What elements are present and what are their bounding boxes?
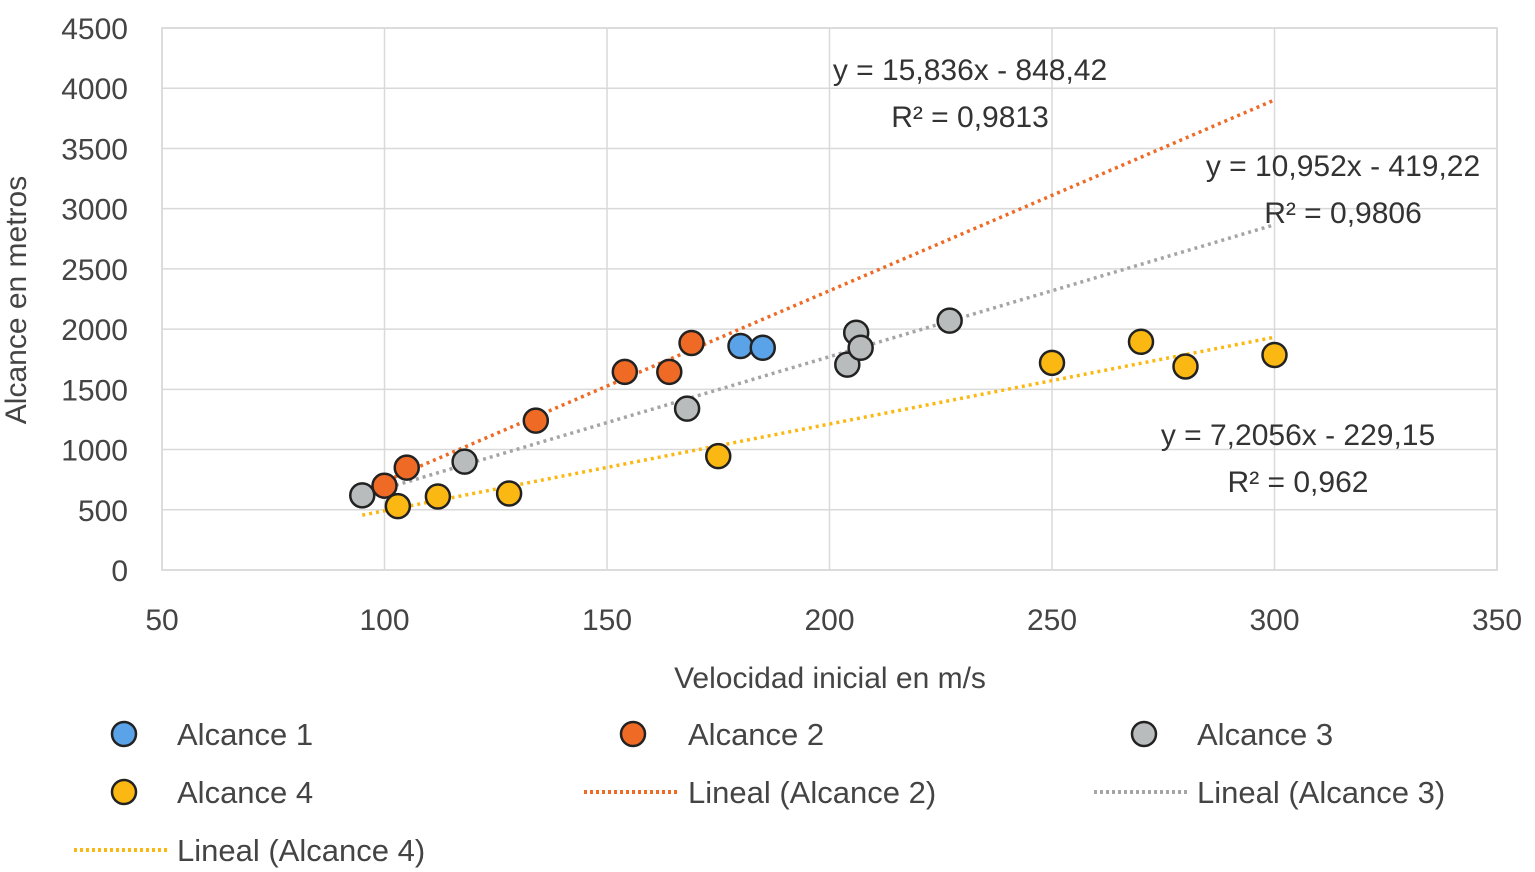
legend-marker-alcance-4 [110, 778, 138, 806]
data-point [705, 442, 732, 470]
legend-label-lineal-alcance-3: Lineal (Alcance 3) [1197, 775, 1445, 810]
y-tick-label: 1000 [61, 435, 128, 468]
legend-item-lineal-alcance-4: Lineal (Alcance 4) [74, 833, 425, 868]
y-tick-label: 500 [78, 495, 128, 528]
x-tick-label: 200 [804, 604, 854, 637]
data-point [749, 334, 776, 362]
legend-label-lineal-alcance-2: Lineal (Alcance 2) [688, 775, 936, 810]
data-point [936, 307, 963, 334]
trendlines [361, 98, 1276, 517]
legend-label-alcance-1: Alcance 1 [177, 717, 313, 752]
data-point [1038, 349, 1066, 377]
data-point [384, 492, 412, 520]
legend-marker-alcance-3 [1130, 720, 1158, 748]
y-tick-label: 4000 [61, 73, 128, 106]
x-axis-ticks: 50 100 150 200 250 300 350 [145, 604, 1522, 637]
data-point [1127, 328, 1155, 356]
x-tick-label: 300 [1249, 604, 1299, 637]
legend-item-alcance-2: Alcance 2 [619, 717, 824, 752]
data-point [847, 334, 874, 362]
y-tick-label: 2000 [61, 314, 128, 347]
y-axis-ticks: 0 500 1000 1500 2000 2500 3000 3500 4000 4500 [61, 13, 128, 588]
legend-label-alcance-4: Alcance 4 [177, 775, 313, 810]
y-tick-label: 2500 [61, 254, 128, 287]
legend-item-alcance-1: Alcance 1 [110, 717, 313, 752]
trend-r2-alcance-4: R² = 0,962 [1228, 466, 1369, 499]
y-axis-title: Alcance en metros [0, 176, 33, 424]
data-point [1261, 341, 1288, 369]
x-tick-label: 350 [1472, 604, 1522, 637]
data-point [522, 407, 550, 434]
x-tick-label: 150 [582, 604, 632, 637]
data-point [1172, 353, 1199, 380]
data-point [424, 483, 452, 510]
x-tick-label: 50 [145, 604, 178, 637]
x-tick-label: 100 [359, 604, 409, 637]
x-axis-title: Velocidad inicial en m/s [674, 662, 986, 695]
gridlines [161, 27, 1498, 571]
data-point [393, 454, 420, 481]
data-point [678, 329, 705, 357]
legend-item-lineal-alcance-3: Lineal (Alcance 3) [1094, 775, 1445, 810]
data-points [349, 307, 1288, 520]
legend: Alcance 1 Alcance 2 Alcance 3 Alcance 4 … [74, 717, 1445, 868]
legend-label-alcance-3: Alcance 3 [1197, 717, 1333, 752]
trend-r2-alcance-2: R² = 0,9813 [891, 101, 1049, 134]
trend-equation-alcance-2: y = 15,836x - 848,42 [833, 54, 1107, 87]
data-point [349, 482, 376, 509]
y-tick-label: 3000 [61, 194, 128, 227]
y-tick-label: 0 [111, 555, 128, 588]
data-point [673, 395, 701, 422]
y-tick-label: 1500 [61, 374, 128, 407]
data-point [656, 358, 683, 386]
legend-item-alcance-4: Alcance 4 [110, 775, 313, 810]
legend-item-lineal-alcance-2: Lineal (Alcance 2) [584, 775, 936, 810]
trendline [361, 223, 1275, 497]
data-point [371, 472, 398, 499]
trendline [361, 98, 1276, 493]
y-tick-label: 4500 [61, 13, 128, 46]
legend-marker-alcance-2 [619, 720, 647, 748]
trend-equation-alcance-3: y = 10,952x - 419,22 [1206, 150, 1480, 183]
data-point [495, 480, 523, 507]
trend-r2-alcance-3: R² = 0,9806 [1264, 197, 1422, 230]
data-point [727, 332, 754, 360]
data-point [451, 448, 478, 475]
y-tick-label: 3500 [61, 133, 128, 166]
legend-marker-alcance-1 [110, 720, 138, 748]
x-tick-label: 250 [1027, 604, 1077, 637]
data-point [611, 358, 639, 386]
legend-label-alcance-2: Alcance 2 [688, 717, 824, 752]
legend-label-lineal-alcance-4: Lineal (Alcance 4) [177, 833, 425, 868]
trend-equation-alcance-4: y = 7,2056x - 229,15 [1161, 419, 1435, 452]
legend-item-alcance-3: Alcance 3 [1130, 717, 1333, 752]
